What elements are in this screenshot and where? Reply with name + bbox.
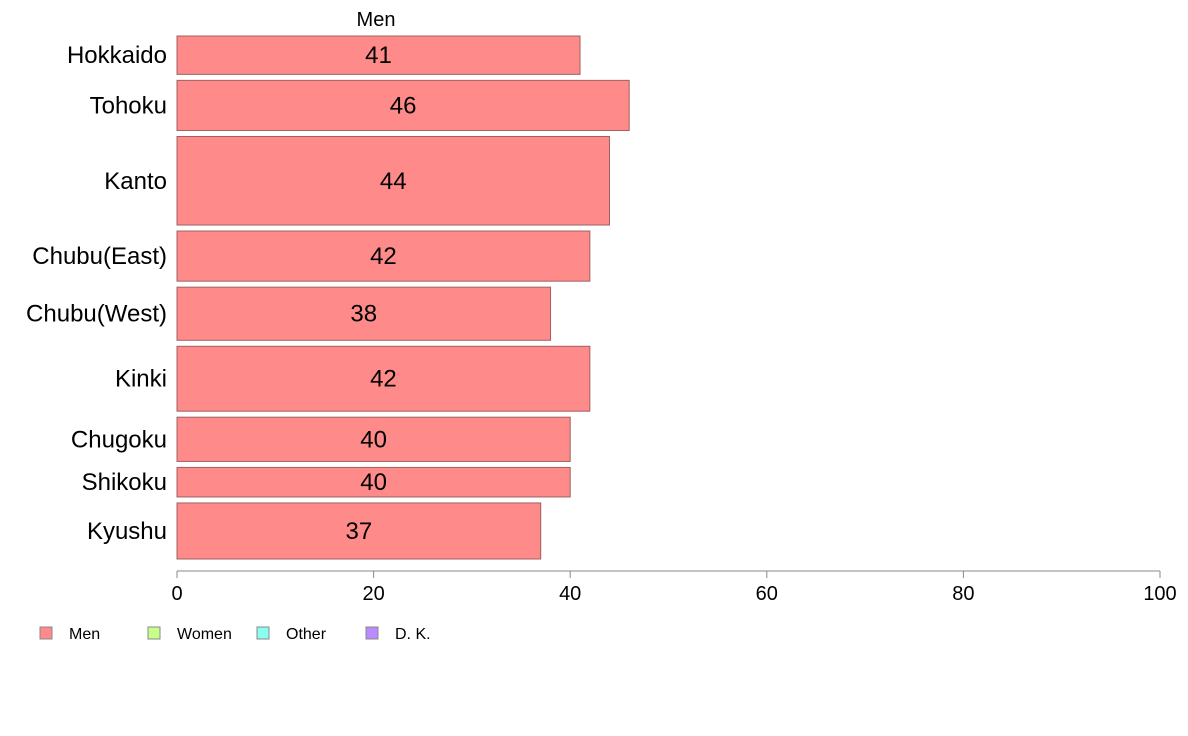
x-tick-label: 60 xyxy=(756,583,778,605)
x-tick-label: 0 xyxy=(171,583,182,605)
value-label: 37 xyxy=(346,518,373,545)
value-label: 42 xyxy=(370,366,397,393)
category-label: Kinki xyxy=(115,366,167,393)
legend-label: Men xyxy=(69,626,100,643)
x-tick-label: 80 xyxy=(952,583,974,605)
legend-label: D. K. xyxy=(395,626,431,643)
category-label: Tohoku xyxy=(90,92,167,119)
value-label: 40 xyxy=(360,469,387,496)
bar-chugoku xyxy=(176,416,571,462)
x-tick-label: 20 xyxy=(362,583,384,605)
series-title: Men xyxy=(357,9,396,31)
legend: Men Women Other D. K. xyxy=(39,626,431,643)
category-label: Kyushu xyxy=(87,518,167,545)
category-label: Kanto xyxy=(104,168,167,195)
category-label: Chubu(West) xyxy=(26,301,167,328)
legend-swatch xyxy=(147,626,161,640)
value-label: 44 xyxy=(380,168,407,195)
category-label: Chubu(East) xyxy=(32,243,167,270)
bar-kinki xyxy=(176,345,591,412)
x-tick-label: 40 xyxy=(559,583,581,605)
bar-kyushu xyxy=(176,502,542,560)
bar-hokkaido xyxy=(176,35,581,75)
bars-group: Hokkaido 41 Tohoku 46 Kanto 44 Chubu(East) 42 Ch… xyxy=(26,35,630,560)
bar-tohoku xyxy=(176,79,630,132)
x-axis: 0 20 40 60 80 100 xyxy=(171,570,1177,605)
value-label: 41 xyxy=(365,42,392,69)
bar-chubu-east- xyxy=(176,230,591,282)
value-label: 42 xyxy=(370,243,397,270)
bar-chubu-west- xyxy=(176,286,552,341)
legend-swatch xyxy=(365,626,379,640)
value-label: 46 xyxy=(390,92,417,119)
bar-kanto xyxy=(176,136,611,226)
legend-swatch xyxy=(256,626,270,640)
value-label: 38 xyxy=(350,301,377,328)
legend-swatch xyxy=(39,626,53,640)
category-label: Hokkaido xyxy=(67,42,167,69)
x-tick-label: 100 xyxy=(1143,583,1176,605)
category-label: Chugoku xyxy=(71,426,167,453)
value-label: 40 xyxy=(360,426,387,453)
legend-label: Women xyxy=(177,626,232,643)
bar-shikoku xyxy=(176,466,571,498)
legend-label: Other xyxy=(286,626,327,643)
category-label: Shikoku xyxy=(82,469,167,496)
